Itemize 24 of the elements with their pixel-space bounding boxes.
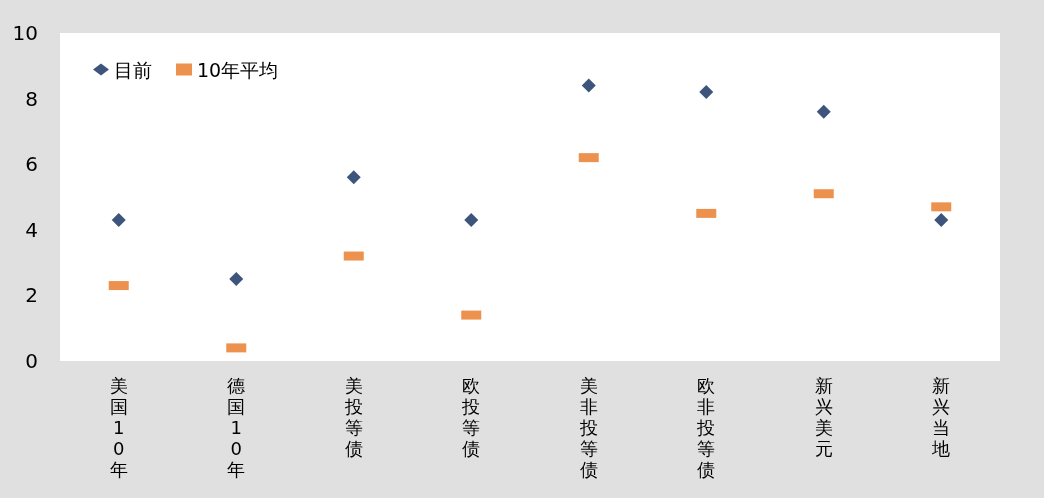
- point: [346, 170, 361, 185]
- x-tick-label: 欧非投等债: [696, 375, 716, 480]
- y-tick-label: 2: [25, 283, 38, 308]
- point: [111, 212, 126, 227]
- y-tick-label: 10: [12, 21, 38, 45]
- x-tick-label: 美国10年: [109, 375, 128, 480]
- point: [934, 212, 949, 227]
- y-tick-label: 8: [25, 86, 38, 111]
- point: [699, 85, 714, 100]
- x-tick-label: 美投等债: [343, 375, 363, 459]
- x-tick-label: 新兴当地: [931, 375, 951, 459]
- point: [581, 78, 596, 93]
- legend-label: 10年平均: [197, 58, 279, 81]
- point: [464, 212, 479, 227]
- x-tick-label: 新兴美元: [814, 375, 833, 459]
- y-tick-label: 6: [25, 152, 38, 177]
- legend-label: 目前: [114, 58, 152, 81]
- point: [229, 272, 244, 286]
- x-tick-label: 德国10年: [227, 375, 246, 480]
- x-tick-label: 美非投等债: [578, 375, 598, 480]
- y-tick-label: 0: [25, 349, 38, 373]
- x-tick-label: 欧投等债: [461, 375, 481, 459]
- point: [816, 104, 831, 119]
- y-tick-label: 4: [25, 217, 38, 242]
